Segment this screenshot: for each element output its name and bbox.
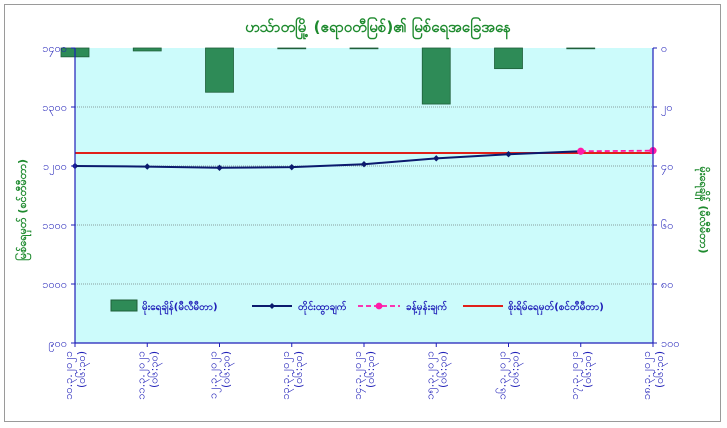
left-axis-ticks: ၉၀၀ ၁၀၀၀ ၁၁၀၀ ၁၂၀၀ ၁၃၀၀ ၁၄၀၀ bbox=[42, 42, 75, 352]
legend-label-observed: တိုင်းထွာချက် bbox=[298, 300, 347, 316]
bar-series bbox=[60, 47, 596, 105]
rain-bar bbox=[566, 47, 596, 50]
observed-point bbox=[288, 163, 295, 171]
x-tick-time: (၀၆:၃၀) bbox=[147, 351, 162, 388]
right-tick-label: ၈၀ bbox=[661, 278, 673, 291]
observed-point bbox=[505, 151, 512, 158]
left-tick-label: ၁၁၀၀ bbox=[42, 219, 67, 232]
left-tick-label: ၁၄၀၀ bbox=[42, 42, 67, 57]
legend-label-rain: မိုးရေချိန်(မီလီမီတာ) bbox=[142, 300, 218, 316]
y-axis-label-left: မြစ်ရေမှတ် (စင်တီမီတာ) bbox=[14, 159, 32, 261]
chart-title: ဟသ်ာတမြို့ (ဧရာဝတီမြစ်)၏ မြစ်ရေအခြေအနေ bbox=[245, 16, 511, 40]
x-tick-date: ၁၇.၃.၂၀၂၁ bbox=[568, 351, 583, 400]
rain-bar bbox=[349, 47, 379, 50]
left-tick-label: ၁၃၀၀ bbox=[42, 101, 67, 116]
legend-marker-observed bbox=[269, 303, 275, 309]
x-axis-ticks: ၁၀.၃.၂၀၂၁ (၀၆:၃၀) ၁၁.၃.၂၀၂၁ (၀၆:၃၀) ၁၂.၃.၂၀၂… bbox=[62, 343, 668, 400]
legend-swatch-rain bbox=[110, 299, 138, 312]
rain-bar bbox=[421, 47, 451, 105]
x-tick-time: (၀၆:၃၀) bbox=[581, 351, 596, 388]
plot-area bbox=[75, 48, 653, 343]
right-tick-label: ၀ bbox=[661, 42, 667, 55]
legend: မိုးရေချိန်(မီလီမီတာ) တိုင်းထွာချက် ခန့်မှ… bbox=[110, 299, 604, 316]
forecast-line bbox=[580, 149, 654, 153]
rain-bar bbox=[494, 47, 523, 70]
left-tick-label: ၁၂၀၀ bbox=[43, 160, 67, 175]
x-tick-time: (၀၆:၃၀) bbox=[653, 351, 668, 388]
forecast-point bbox=[577, 147, 585, 155]
right-tick-label: ၁၀၀ bbox=[661, 337, 680, 350]
x-tick-time: (၀၆:၃၀) bbox=[220, 351, 235, 388]
y-axis-label-right: မိုးရေချိန် (မီလီမီတာ) bbox=[694, 167, 711, 254]
observed-point bbox=[360, 161, 368, 168]
legend-marker-forecast bbox=[375, 302, 383, 310]
observed-point bbox=[144, 163, 151, 170]
line-series bbox=[71, 147, 657, 171]
right-tick-label: ၂၀ bbox=[661, 101, 673, 116]
x-tick-time: (၀၆:၃၀) bbox=[364, 351, 379, 388]
x-tick-date: ၁၁.၃.၂၀၂၁ bbox=[134, 351, 149, 400]
legend-label-forecast: ခန့်မှန်းချက် bbox=[406, 300, 447, 316]
x-tick-date: ၁၈.၃.၂၀၂၁ bbox=[640, 351, 655, 400]
left-tick-label: ၁၀၀၀ bbox=[42, 278, 67, 291]
x-tick-date: ၁၂.၃.၂၀၂၁ bbox=[207, 351, 222, 399]
x-tick-date: ၁၃.၃.၂၀၂၁ bbox=[279, 351, 294, 400]
legend-label-warning: စိုးရိမ်ရေမှတ်(စင်တီမီတာ) bbox=[508, 300, 604, 316]
observed-point bbox=[433, 155, 440, 162]
right-tick-label: ၆၀ bbox=[661, 219, 673, 232]
x-tick-date: ၁၀.၃.၂၀၂၁ bbox=[62, 351, 77, 400]
x-tick-date: ၁၄.၃.၂၀၂၁ bbox=[351, 351, 366, 400]
rain-bar bbox=[205, 47, 234, 93]
observed-point bbox=[216, 164, 223, 171]
x-tick-time: (၀၆:၃၀) bbox=[509, 351, 524, 388]
x-tick-date: ၁၆.၃.၂၀၂၁ bbox=[496, 351, 511, 400]
x-tick-time: (၀၆:၃၀) bbox=[292, 351, 307, 388]
x-tick-date: ၁၅.၃.၂၀၂၁ bbox=[423, 351, 438, 400]
rain-bar bbox=[277, 47, 307, 50]
x-tick-time: (၀၆:၃၀) bbox=[75, 351, 90, 388]
observed-line bbox=[74, 150, 581, 169]
right-tick-label: ၄၀ bbox=[661, 160, 673, 175]
rain-bar bbox=[132, 47, 162, 52]
x-tick-time: (၀၆:၃၀) bbox=[436, 351, 451, 388]
left-tick-label: ၉၀၀ bbox=[48, 337, 67, 352]
